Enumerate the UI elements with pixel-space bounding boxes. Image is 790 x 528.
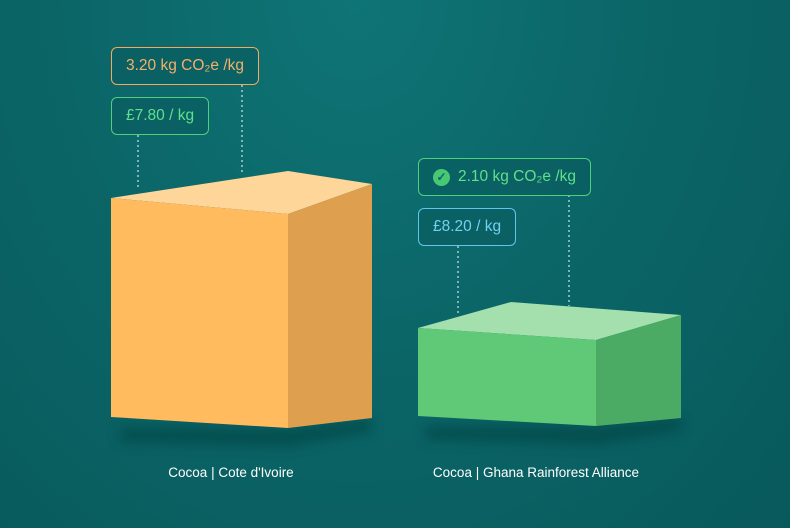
- box-1-side: [288, 184, 372, 428]
- price-value: £8.20 / kg: [433, 218, 502, 235]
- box-2-top: [418, 302, 681, 340]
- box-ghana-rainforest: [418, 302, 681, 426]
- box-1-shadow: [120, 418, 372, 447]
- emissions-tag: 3.20 kg CO₂e /kg: [111, 47, 260, 85]
- emissions-value: 3.20 kg CO₂e /kg: [126, 57, 245, 74]
- item-label: Cocoa | Cote d'Ivoire: [168, 465, 294, 480]
- box-1-top: [111, 171, 372, 214]
- check-circle-icon: ✓: [433, 168, 450, 186]
- box-1-front: [111, 198, 288, 428]
- price-value: £7.80 / kg: [126, 107, 195, 124]
- price-tag: £8.20 / kg: [418, 208, 517, 246]
- item-label: Cocoa | Ghana Rainforest Alliance: [432, 465, 640, 480]
- box-cote-divoire: [111, 171, 372, 428]
- price-tag: £7.80 / kg: [111, 97, 210, 135]
- box-2-side: [596, 315, 681, 426]
- emissions-tag-verified: ✓ 2.10 kg CO₂e /kg: [418, 158, 592, 196]
- box-2-shadow: [425, 418, 681, 445]
- box-2-front: [418, 328, 596, 426]
- emissions-value: 2.10 kg CO₂e /kg: [458, 168, 577, 185]
